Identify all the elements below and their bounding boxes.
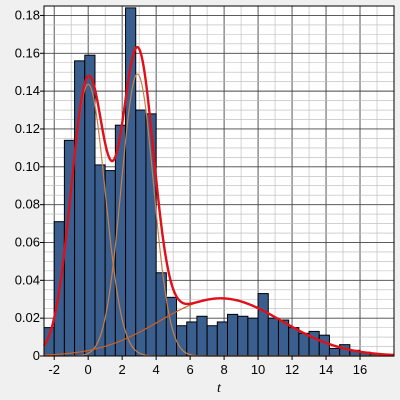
histogram-bar — [237, 315, 249, 357]
x-tick-label: 16 — [353, 362, 367, 377]
histogram-bar — [125, 7, 137, 357]
histogram-bar — [145, 113, 157, 357]
histogram-bar — [206, 325, 218, 357]
histogram-bar — [298, 332, 310, 357]
histogram-bar — [226, 313, 239, 357]
y-tick-label: 0.14 — [15, 83, 40, 98]
plot-frame — [43, 5, 395, 357]
histogram-bar — [267, 317, 279, 357]
x-tick-label: 14 — [319, 362, 333, 377]
y-tick-label: 0.08 — [15, 197, 40, 212]
y-tick-label: 0.18 — [15, 7, 40, 22]
histogram-bar — [84, 54, 96, 357]
y-tick-label: 0.04 — [15, 272, 40, 287]
histogram-bar — [247, 317, 259, 357]
histogram-bar — [135, 109, 147, 357]
x-tick-label: 10 — [251, 362, 265, 377]
histogram-bar — [216, 321, 228, 357]
histogram-bar — [288, 327, 300, 357]
histogram-bar — [94, 164, 106, 357]
total-density-curve — [42, 45, 395, 357]
y-tick-label: 0.02 — [15, 310, 40, 325]
x-tick-label: 8 — [220, 362, 227, 377]
histogram-bar — [318, 334, 330, 357]
x-tick-label: -2 — [48, 362, 60, 377]
x-tick-label: 4 — [153, 362, 160, 377]
x-tick-label: 2 — [119, 362, 126, 377]
histogram-bar — [196, 315, 208, 357]
x-tick-label: 6 — [186, 362, 193, 377]
x-tick-label: 12 — [285, 362, 299, 377]
y-tick-label: 0.12 — [15, 121, 40, 136]
histogram-bar — [257, 293, 269, 357]
x-axis-ticks: -2 0 2 4 6 8 10 12 14 16 — [48, 356, 367, 377]
histogram-bar — [186, 321, 198, 357]
y-tick-label: 0.10 — [15, 159, 40, 174]
y-tick-label: 0.06 — [15, 234, 40, 249]
y-axis-ticks: 0 0.02 0.04 0.06 0.08 0.10 0.12 0.14 0.16 0.18 — [15, 7, 44, 363]
histogram-bar — [176, 325, 188, 357]
histogram-bar — [328, 347, 341, 357]
x-axis-label: t — [217, 381, 222, 396]
y-tick-label: 0.16 — [15, 45, 40, 60]
histogram-bar — [277, 319, 290, 357]
y-tick-label: 0 — [33, 348, 40, 363]
x-tick-label: 0 — [85, 362, 92, 377]
